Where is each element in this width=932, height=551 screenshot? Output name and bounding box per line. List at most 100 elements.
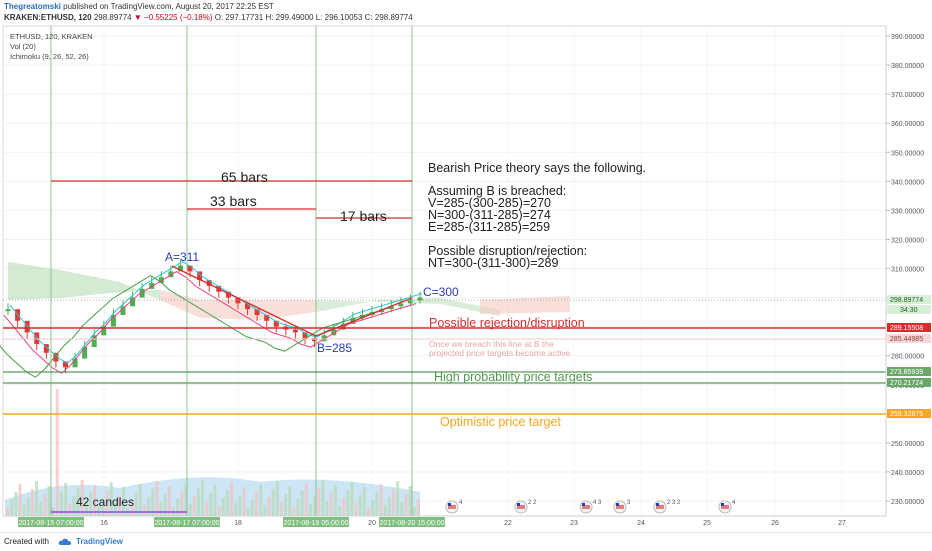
- volume-bar: [14, 492, 18, 516]
- volume-bar: [101, 498, 105, 516]
- flag-canton: [721, 503, 724, 506]
- flag-canton: [517, 503, 520, 506]
- event-count: 2 2: [528, 500, 537, 506]
- volume-bar: [113, 503, 117, 516]
- target2-tag-text: 270.21724: [890, 380, 923, 387]
- volume-bar: [279, 502, 283, 516]
- volume-bar: [213, 485, 217, 516]
- breach-tag-text: 285.44985: [890, 336, 923, 343]
- volume-bar: [184, 483, 188, 516]
- point-a-label: A=311: [165, 250, 199, 264]
- y-tick-label: 230.00000: [891, 499, 924, 506]
- candle-body: [331, 329, 337, 336]
- volume-bar: [163, 494, 167, 516]
- breach-tag: [887, 334, 931, 343]
- candle-body: [264, 315, 270, 321]
- theory-line-7: Possible disruption/rejection:: [428, 244, 587, 258]
- volume-bar: [308, 504, 312, 516]
- volume-bar: [84, 501, 88, 516]
- volume-bar: [167, 486, 171, 516]
- x-tick-label: 26: [771, 520, 779, 527]
- candle-body: [340, 323, 346, 330]
- volume-bar: [72, 496, 76, 516]
- x-tick-badge: [154, 517, 220, 527]
- candle-body: [130, 297, 136, 307]
- candle-body: [168, 271, 174, 278]
- candle-body: [245, 303, 251, 310]
- theory-line-2: Assuming B is breached:: [428, 184, 566, 198]
- flag-stripe: [582, 505, 590, 509]
- candle-body: [273, 320, 279, 327]
- tradingview-link[interactable]: TradingView: [76, 537, 123, 546]
- candle-body: [407, 300, 413, 304]
- volume-bar: [288, 486, 292, 516]
- volume-bar: [205, 501, 209, 516]
- volume-bar: [221, 498, 225, 516]
- last-price: 298.89774: [93, 13, 132, 22]
- legend-ichimoku[interactable]: Ichimoku (9, 26, 52, 26): [10, 52, 89, 61]
- point-c-label: C=300: [423, 285, 459, 299]
- volume-bar: [408, 486, 412, 516]
- flag-stripe: [721, 505, 729, 509]
- flag-stripe: [616, 505, 624, 509]
- rejection-tag: [887, 323, 931, 332]
- x-tick-label: 27: [838, 520, 846, 527]
- volume-bar: [317, 488, 321, 516]
- cloud-bull: [8, 262, 160, 300]
- y-tick-label: 240.00000: [891, 470, 924, 477]
- volume-bar: [35, 481, 39, 516]
- volume-bar: [209, 493, 213, 516]
- volume-bar: [325, 501, 329, 516]
- breach-note-1: Once we breach this line at B the: [429, 339, 554, 349]
- event-icon: 2 2: [514, 500, 537, 514]
- high-probability-label: High probability price targets: [434, 370, 592, 384]
- y-tick-label: 380.00000: [891, 63, 924, 70]
- volume-bar: [375, 492, 379, 516]
- y-tick-label: 320.00000: [891, 237, 924, 244]
- y-tick-label: 360.00000: [891, 121, 924, 128]
- volume-bar: [138, 484, 142, 516]
- candle-body: [197, 271, 203, 281]
- volume-bar: [342, 498, 346, 516]
- volume-bar: [89, 493, 92, 516]
- volume-bar: [192, 496, 196, 516]
- author-link[interactable]: Thegreatomski: [4, 2, 61, 11]
- event-icon: 2 3 2: [653, 500, 681, 514]
- volume-bar: [354, 503, 358, 516]
- volume-bar: [155, 481, 159, 516]
- candles: [5, 259, 423, 374]
- event-icon: 4: [718, 500, 736, 514]
- x-tick-label: 23: [570, 520, 578, 527]
- price-chart[interactable]: 65 bars 33 bars 17 bars Bearish Price th…: [0, 0, 932, 532]
- volume-bar: [142, 505, 146, 516]
- theory-line-5: E=285-(311-285)=259: [428, 220, 550, 234]
- volume-bar: [39, 502, 43, 516]
- volume-bar: [64, 483, 68, 516]
- price-change: ▼ −0.55225 (−0.18%): [133, 13, 213, 22]
- volume-bar: [267, 497, 271, 516]
- publish-info: published on TradingView.com, August 20,…: [60, 2, 274, 11]
- candle-body: [398, 303, 404, 307]
- volume-bar: [263, 505, 267, 516]
- candle-body: [158, 277, 164, 284]
- volume-bar: [242, 487, 246, 516]
- volume-bar: [333, 485, 337, 516]
- volume-bar: [80, 480, 84, 516]
- x-tick-label: 2017-08-19 05:00:00: [284, 520, 349, 527]
- candle-body: [388, 306, 394, 310]
- candle-body: [206, 280, 212, 286]
- y-tick-label: 330.00000: [891, 208, 924, 215]
- target3-tag-text: 259.32875: [890, 411, 923, 418]
- candle-body: [62, 361, 68, 368]
- candle-body: [91, 335, 97, 347]
- candle-body: [5, 309, 11, 312]
- volume-bar: [105, 490, 109, 516]
- economic-events: 4 2 2 4 3 3 2 3 2 4: [445, 500, 736, 514]
- flag-canton: [616, 503, 619, 506]
- volume-bar: [313, 496, 317, 516]
- candle-body: [120, 306, 126, 315]
- y-tick-label: 250.00000: [891, 441, 924, 448]
- y-tick-label: 310.00000: [891, 267, 924, 274]
- volume-bar: [201, 480, 205, 516]
- legend-volume[interactable]: Vol (20): [10, 42, 36, 51]
